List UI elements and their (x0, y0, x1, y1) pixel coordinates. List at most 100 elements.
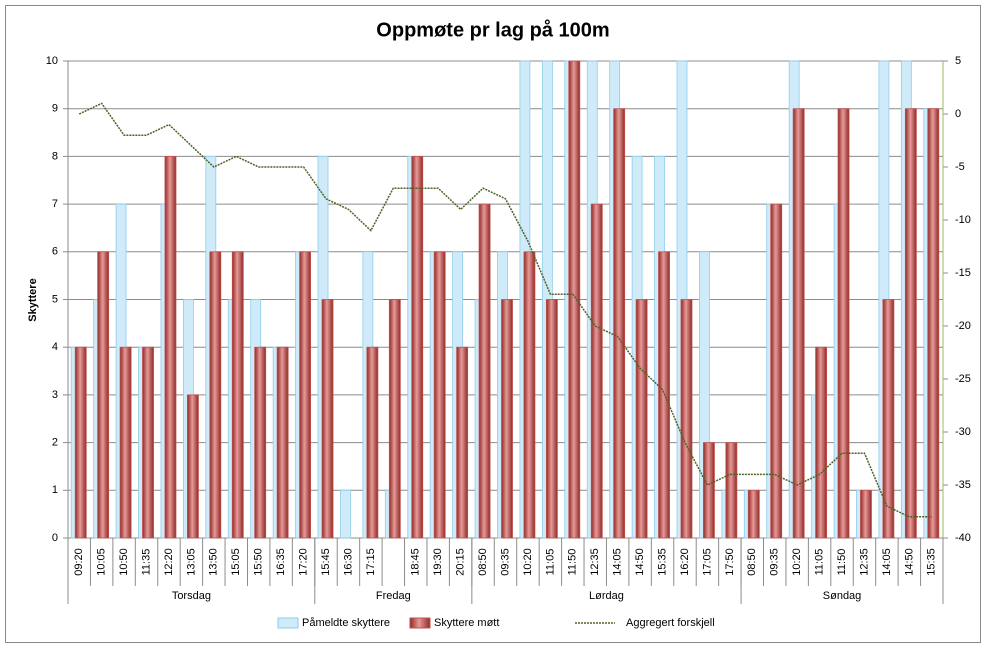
y-tick-label: 6 (52, 246, 58, 258)
y-tick-label: 10 (46, 55, 58, 67)
x-tick-label: 15:05 (230, 548, 242, 576)
x-tick-label: 11:50 (567, 549, 579, 576)
bar (747, 489, 760, 539)
x-tick-label: 20:15 (455, 548, 467, 576)
x-tick-label: 17:20 (297, 548, 309, 576)
x-tick-label: 11:05 (814, 549, 826, 576)
x-tick-label: 09:35 (769, 548, 781, 576)
legend-label: Aggregert forskjell (626, 617, 715, 629)
bar (366, 346, 379, 539)
x-tick-label: 16:30 (342, 548, 354, 576)
group-label: Torsdag (172, 590, 211, 602)
x-tick-label: 11:05 (544, 549, 556, 576)
x-tick-label: 17:50 (724, 548, 736, 576)
x-tick-label: 15:50 (253, 548, 265, 576)
y-tick-label: 9 (52, 103, 58, 115)
x-tick-label: 12:35 (858, 548, 870, 576)
bar (74, 346, 87, 539)
y2-tick-label: -30 (955, 426, 971, 438)
y2-tick-label: 5 (955, 55, 961, 67)
bar (792, 108, 805, 539)
bar (186, 394, 199, 539)
bar (478, 203, 491, 539)
bar (904, 108, 917, 539)
y-tick-label: 8 (52, 150, 58, 162)
legend-label: Skyttere møtt (434, 617, 499, 629)
bar (231, 251, 244, 539)
legend-swatch (277, 617, 299, 629)
x-tick-label: 11:35 (140, 549, 152, 576)
bar (545, 299, 558, 539)
bar (680, 299, 693, 539)
x-tick-label: 08:50 (477, 548, 489, 576)
bar (299, 251, 311, 539)
bar (860, 489, 872, 539)
y2-tick-label: -10 (955, 214, 971, 226)
bar (433, 251, 446, 539)
y2-tick-label: -20 (955, 320, 971, 332)
y-tick-label: 4 (52, 341, 58, 353)
x-tick-label: 14:05 (881, 548, 893, 576)
y-tick-label: 3 (52, 389, 58, 401)
bar (770, 203, 783, 539)
group-label: Lørdag (589, 590, 624, 602)
x-tick-label: 12:20 (163, 548, 175, 576)
x-tick-label: 12:35 (589, 548, 601, 576)
bar (590, 203, 603, 539)
bar (254, 346, 267, 539)
x-tick-label: 13:05 (185, 548, 197, 576)
bar (725, 442, 738, 539)
y2-tick-label: -35 (955, 479, 971, 491)
x-tick-label: 19:30 (432, 548, 444, 576)
bar (635, 299, 648, 539)
y2-tick-label: -25 (955, 373, 971, 385)
x-tick-label: 14:05 (612, 548, 624, 576)
x-tick-label: 17:05 (701, 548, 713, 576)
bar (882, 299, 895, 539)
legend-label: Påmeldte skyttere (302, 617, 390, 629)
group-label: Søndag (823, 590, 862, 602)
bar (613, 108, 626, 539)
x-tick-label: 15:35 (926, 548, 938, 576)
x-tick-label: 14:50 (634, 548, 646, 576)
bar (815, 346, 828, 539)
x-tick-label: 08:50 (746, 548, 758, 576)
legend-swatch (409, 617, 431, 629)
y-tick-label: 0 (52, 532, 58, 544)
x-tick-label: 10:50 (118, 548, 130, 576)
bar (340, 489, 351, 539)
y2-tick-label: 0 (955, 108, 961, 120)
x-tick-label: 15:35 (656, 548, 668, 576)
y-tick-label: 1 (52, 484, 58, 496)
y-tick-label: 7 (52, 198, 58, 210)
x-tick-label: 10:20 (522, 548, 534, 576)
bar (837, 108, 850, 539)
x-tick-label: 10:20 (791, 548, 803, 576)
y2-tick-label: -40 (955, 532, 971, 544)
bar (501, 299, 513, 539)
x-tick-label: 10:05 (96, 548, 108, 576)
y-tick-label: 2 (52, 437, 58, 449)
x-tick-label: 18:45 (410, 548, 422, 576)
x-tick-label: 15:45 (320, 548, 332, 576)
bar (703, 442, 715, 539)
y-tick-label: 5 (52, 293, 58, 305)
bar (119, 346, 132, 539)
bar (97, 251, 110, 539)
bar (321, 299, 334, 539)
group-label: Fredag (376, 590, 411, 602)
x-tick-label: 17:15 (365, 548, 377, 576)
bar (276, 346, 289, 539)
line (78, 102, 932, 518)
bar (388, 299, 401, 539)
x-tick-label: 11:50 (836, 549, 848, 576)
bar (568, 60, 581, 539)
y-axis-label: Skyttere (27, 278, 39, 321)
bar (927, 108, 940, 539)
bar (164, 155, 177, 539)
bar (142, 346, 154, 539)
bar (209, 251, 222, 539)
bar (411, 155, 424, 539)
